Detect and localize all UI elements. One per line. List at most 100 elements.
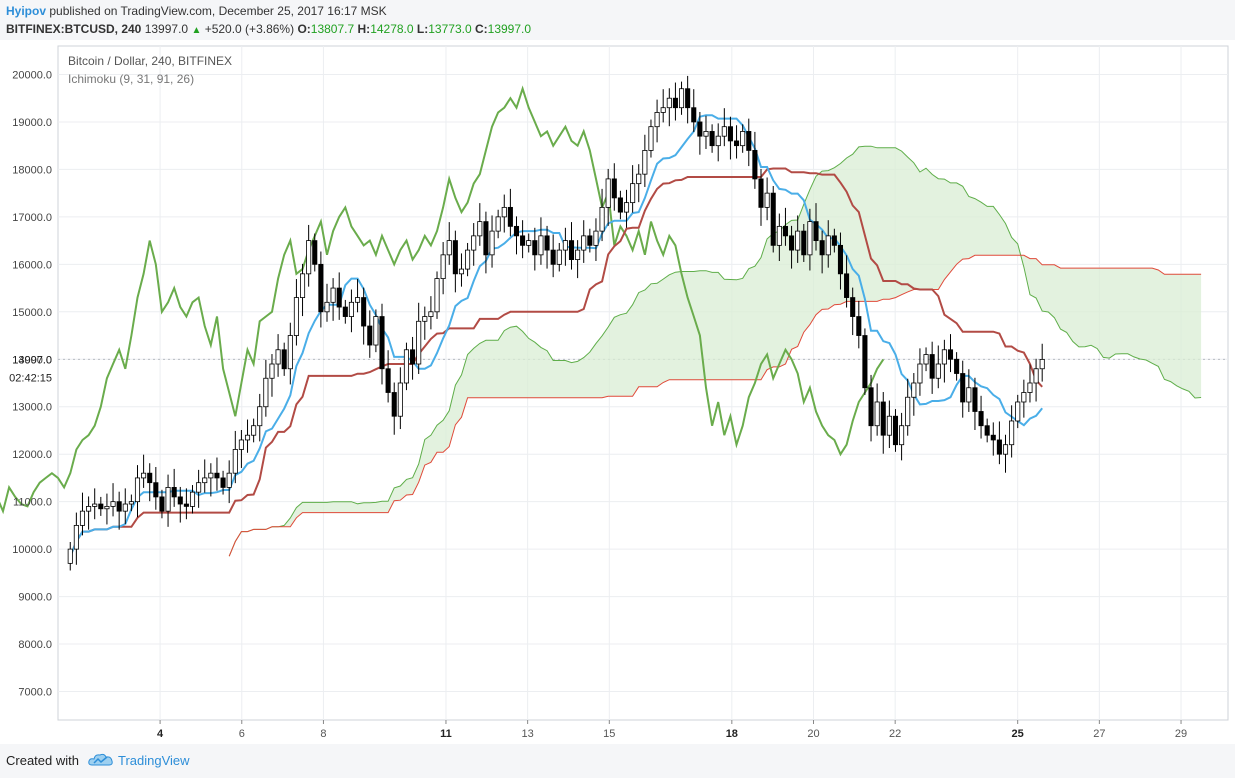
candle-up [165, 487, 171, 512]
created-with-text: Created with [6, 753, 79, 768]
candle-up [79, 510, 86, 526]
y-tick-label: 9000.0 [18, 592, 52, 604]
candle-up [636, 173, 642, 185]
candle-up [330, 287, 336, 303]
candle-down [984, 425, 990, 436]
candle-up [287, 335, 293, 370]
candle-up [226, 472, 232, 488]
candle-down [611, 178, 617, 199]
candle-up [776, 225, 782, 246]
ichimoku-cloud [229, 146, 1202, 557]
candle-up [208, 472, 214, 479]
candle-up [422, 316, 428, 322]
candle-up [917, 363, 923, 384]
y-tick-label: 19000.0 [12, 117, 52, 129]
candle-up [911, 382, 917, 398]
candle-up [562, 240, 568, 251]
candle-down [171, 487, 177, 498]
candle-down [587, 235, 593, 246]
candle-up [348, 301, 354, 317]
candle-up [196, 482, 202, 493]
y-tick-label: 11000.0 [13, 497, 52, 509]
candle-up [263, 377, 269, 408]
candle-up [1039, 359, 1045, 370]
candle-down [709, 131, 715, 147]
candle-up [538, 235, 544, 256]
candle-up [623, 202, 630, 213]
candle-up [923, 354, 929, 365]
header-bar: Hyipov published on TradingView.com, Dec… [0, 0, 1235, 40]
open-value: 13807.7 [310, 22, 355, 36]
candle-down [483, 221, 489, 256]
tradingview-brand[interactable]: TradingView [118, 753, 190, 768]
candle-up [128, 501, 134, 505]
candle-up [251, 425, 257, 436]
candle-up [715, 135, 721, 147]
candle-down [391, 392, 397, 417]
candle-down [691, 107, 697, 123]
candle-up [581, 235, 587, 251]
candle-up [905, 396, 911, 427]
candle-down [697, 121, 703, 137]
x-tick-label: 11 [440, 728, 452, 740]
candle-down [385, 368, 391, 393]
candle-down [868, 387, 874, 427]
x-tick-label: 6 [239, 728, 245, 740]
candle-down [837, 244, 844, 275]
candle-down [672, 97, 678, 109]
candle-up [966, 387, 972, 403]
candle-up [92, 503, 98, 507]
candle-up [886, 415, 892, 436]
up-arrow-icon: ▲ [191, 25, 202, 36]
y-tick-label: 16000.0 [12, 259, 52, 271]
y-tick-label: 20000.0 [12, 69, 52, 81]
symbol-label: BITFINEX:BTCUSD, 240 [6, 22, 142, 36]
candle-up [257, 406, 263, 427]
candle-up [648, 126, 654, 151]
candle-up [293, 297, 299, 336]
candle-up [764, 192, 770, 208]
candle-down [862, 335, 868, 389]
candle-up [355, 297, 361, 303]
candle-up [642, 150, 648, 175]
candle-up [306, 240, 312, 275]
candle-up [721, 126, 727, 137]
change-value: +520.0 (+3.86%) [204, 22, 295, 36]
candle-up [465, 249, 471, 270]
candle-down [367, 325, 373, 346]
candle-down [520, 235, 526, 246]
candle-down [734, 140, 740, 147]
candle-up [141, 472, 147, 479]
candle-up [526, 240, 532, 246]
candle-down [568, 240, 575, 260]
candle-down [281, 349, 287, 370]
x-tick-label: 29 [1175, 728, 1187, 740]
indicator-label[interactable]: Ichimoku (9, 31, 91, 26) [68, 72, 195, 86]
author-link[interactable]: Hyipov [6, 4, 47, 18]
candle-down [544, 235, 550, 251]
candle-up [605, 178, 611, 208]
x-tick-label: 27 [1093, 728, 1105, 740]
open-label: O: [297, 22, 311, 36]
candle-up [104, 506, 110, 510]
candle-down [379, 316, 385, 370]
candle-up [373, 316, 379, 346]
candle-down [954, 358, 960, 374]
candle-down [960, 373, 966, 403]
tradingview-cloud-icon[interactable] [88, 752, 114, 768]
candle-up [458, 268, 465, 275]
chikou-span-line [0, 85, 885, 515]
chart-canvas[interactable]: 20000.0 19000.0 18000.0 17000.0 16000.0 15000… [0, 0, 1235, 744]
candle-down [972, 387, 978, 412]
candle-up [678, 88, 685, 109]
candle-down [513, 225, 520, 237]
candle-up [874, 401, 880, 427]
candle-up [67, 548, 73, 564]
candle-up [440, 254, 446, 279]
candle-up [1027, 382, 1033, 393]
candle-down [727, 126, 733, 142]
candle-up [299, 273, 306, 298]
candle-up [495, 216, 501, 232]
high-label: H: [357, 22, 371, 36]
low-label: L: [416, 22, 429, 36]
